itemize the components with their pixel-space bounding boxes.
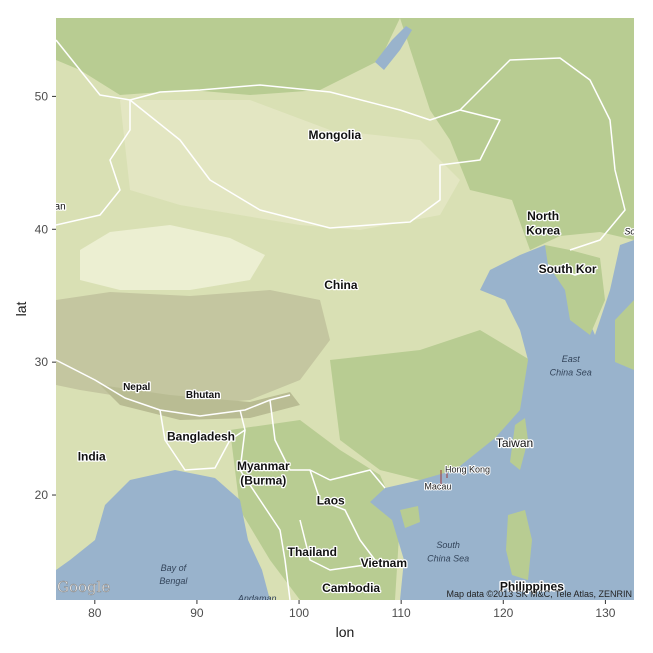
border-kazakh [56,39,131,101]
border-vietnam-china [329,469,386,489]
water-south-china-sea [370,240,634,600]
label-andaman-sea-2: Sea [249,605,265,615]
border-himalaya [56,359,291,417]
island-japan [615,300,634,370]
y-axis: 20 30 40 50 lat [13,89,56,502]
sea-labels: East China Sea South China Sea Bay of Be… [159,354,592,615]
forest-siberia [56,18,400,95]
map-attribution: Map data ©2013 SK M&C, Tele Atlas, ZENRI… [446,589,632,599]
country-labels: Mongolia China North Korea South Kor Nep… [55,127,635,597]
label-vietnam: Vietnam [361,556,407,570]
y-axis-ticks: 20 30 40 50 [35,89,56,502]
y-tick-label: 50 [35,89,49,103]
label-east-china-sea-1: East [562,354,581,364]
x-tick-label: 130 [595,606,615,620]
country-borders [56,39,626,600]
y-tick-label: 20 [35,488,49,502]
label-south-korea: South Kor [539,262,597,276]
island-hainan [400,506,420,528]
island-philippines [506,510,532,580]
map-panel: Mongolia China North Korea South Kor Nep… [55,18,635,615]
label-nepal: Nepal [123,382,150,393]
water-bay-of-bengal [56,470,270,600]
border-korea [547,264,599,276]
label-east-china-sea-2: China Sea [550,367,592,377]
label-myanmar-1: Myanmar [237,459,290,473]
x-tick-label: 120 [493,606,513,620]
steppe-mongolia [120,100,460,230]
label-north-korea-2: Korea [526,224,560,238]
label-north-korea-1: North [527,209,559,223]
border-laos [309,469,376,561]
island-taiwan [510,418,528,470]
x-tick-label: 80 [88,606,102,620]
label-kazakhstan-partial: an [55,201,66,212]
label-thailand: Thailand [288,545,337,559]
water-bohai [480,262,528,290]
label-hong-kong: Hong Kong [445,464,490,474]
label-china: China [324,278,358,292]
label-taiwan: Taiwan [496,436,533,450]
label-laos: Laos [317,493,345,507]
label-philippines: Philippines [500,580,564,594]
lake-baikal [375,26,412,70]
city-markers [440,466,448,486]
x-axis-title: lon [336,624,355,640]
forest-indochina [230,420,400,600]
himalaya-ridge [100,385,300,420]
x-tick-label: 100 [289,606,309,620]
label-cambodia: Cambodia [322,581,380,595]
label-sea-of-japan-partial: So [624,227,635,237]
y-axis-title: lat [13,302,29,317]
label-macau: Macau [424,482,451,492]
city-labels: Hong Kong Macau [423,463,491,492]
border-myanmar-china [269,399,331,481]
border-west-china [56,100,131,226]
x-tick-label: 110 [392,606,411,620]
x-axis: 80 90 100 110 120 130 lon [88,600,616,640]
border-mongolia-china [129,84,501,229]
x-axis-ticks: 80 90 100 110 120 130 [88,600,616,620]
border-china-russia-east [459,57,626,251]
label-bangladesh: Bangladesh [167,430,235,444]
label-bay-of-bengal-2: Bengal [159,576,188,586]
label-bay-of-bengal-1: Bay of [161,563,188,573]
plateau-tibet [56,290,330,405]
y-tick-label: 30 [35,355,49,369]
border-thailand-cambodia [299,519,376,571]
forest-northeast [400,18,634,250]
border-myanmar-thailand [239,429,291,600]
peninsula-korea [545,245,605,335]
label-india: India [78,450,106,464]
label-bhutan: Bhutan [186,390,220,401]
label-myanmar-2: (Burma) [240,473,286,487]
label-mongolia: Mongolia [308,128,361,142]
y-tick-label: 40 [35,222,49,236]
forest-southeast [330,330,530,480]
label-andaman-sea-1: Andaman [237,593,277,603]
label-south-china-sea-2: China Sea [427,554,469,564]
label-south-china-sea-1: South [436,540,460,550]
google-logo: Google [57,578,110,596]
x-tick-label: 90 [190,606,204,620]
desert-taklimakan [80,225,265,290]
